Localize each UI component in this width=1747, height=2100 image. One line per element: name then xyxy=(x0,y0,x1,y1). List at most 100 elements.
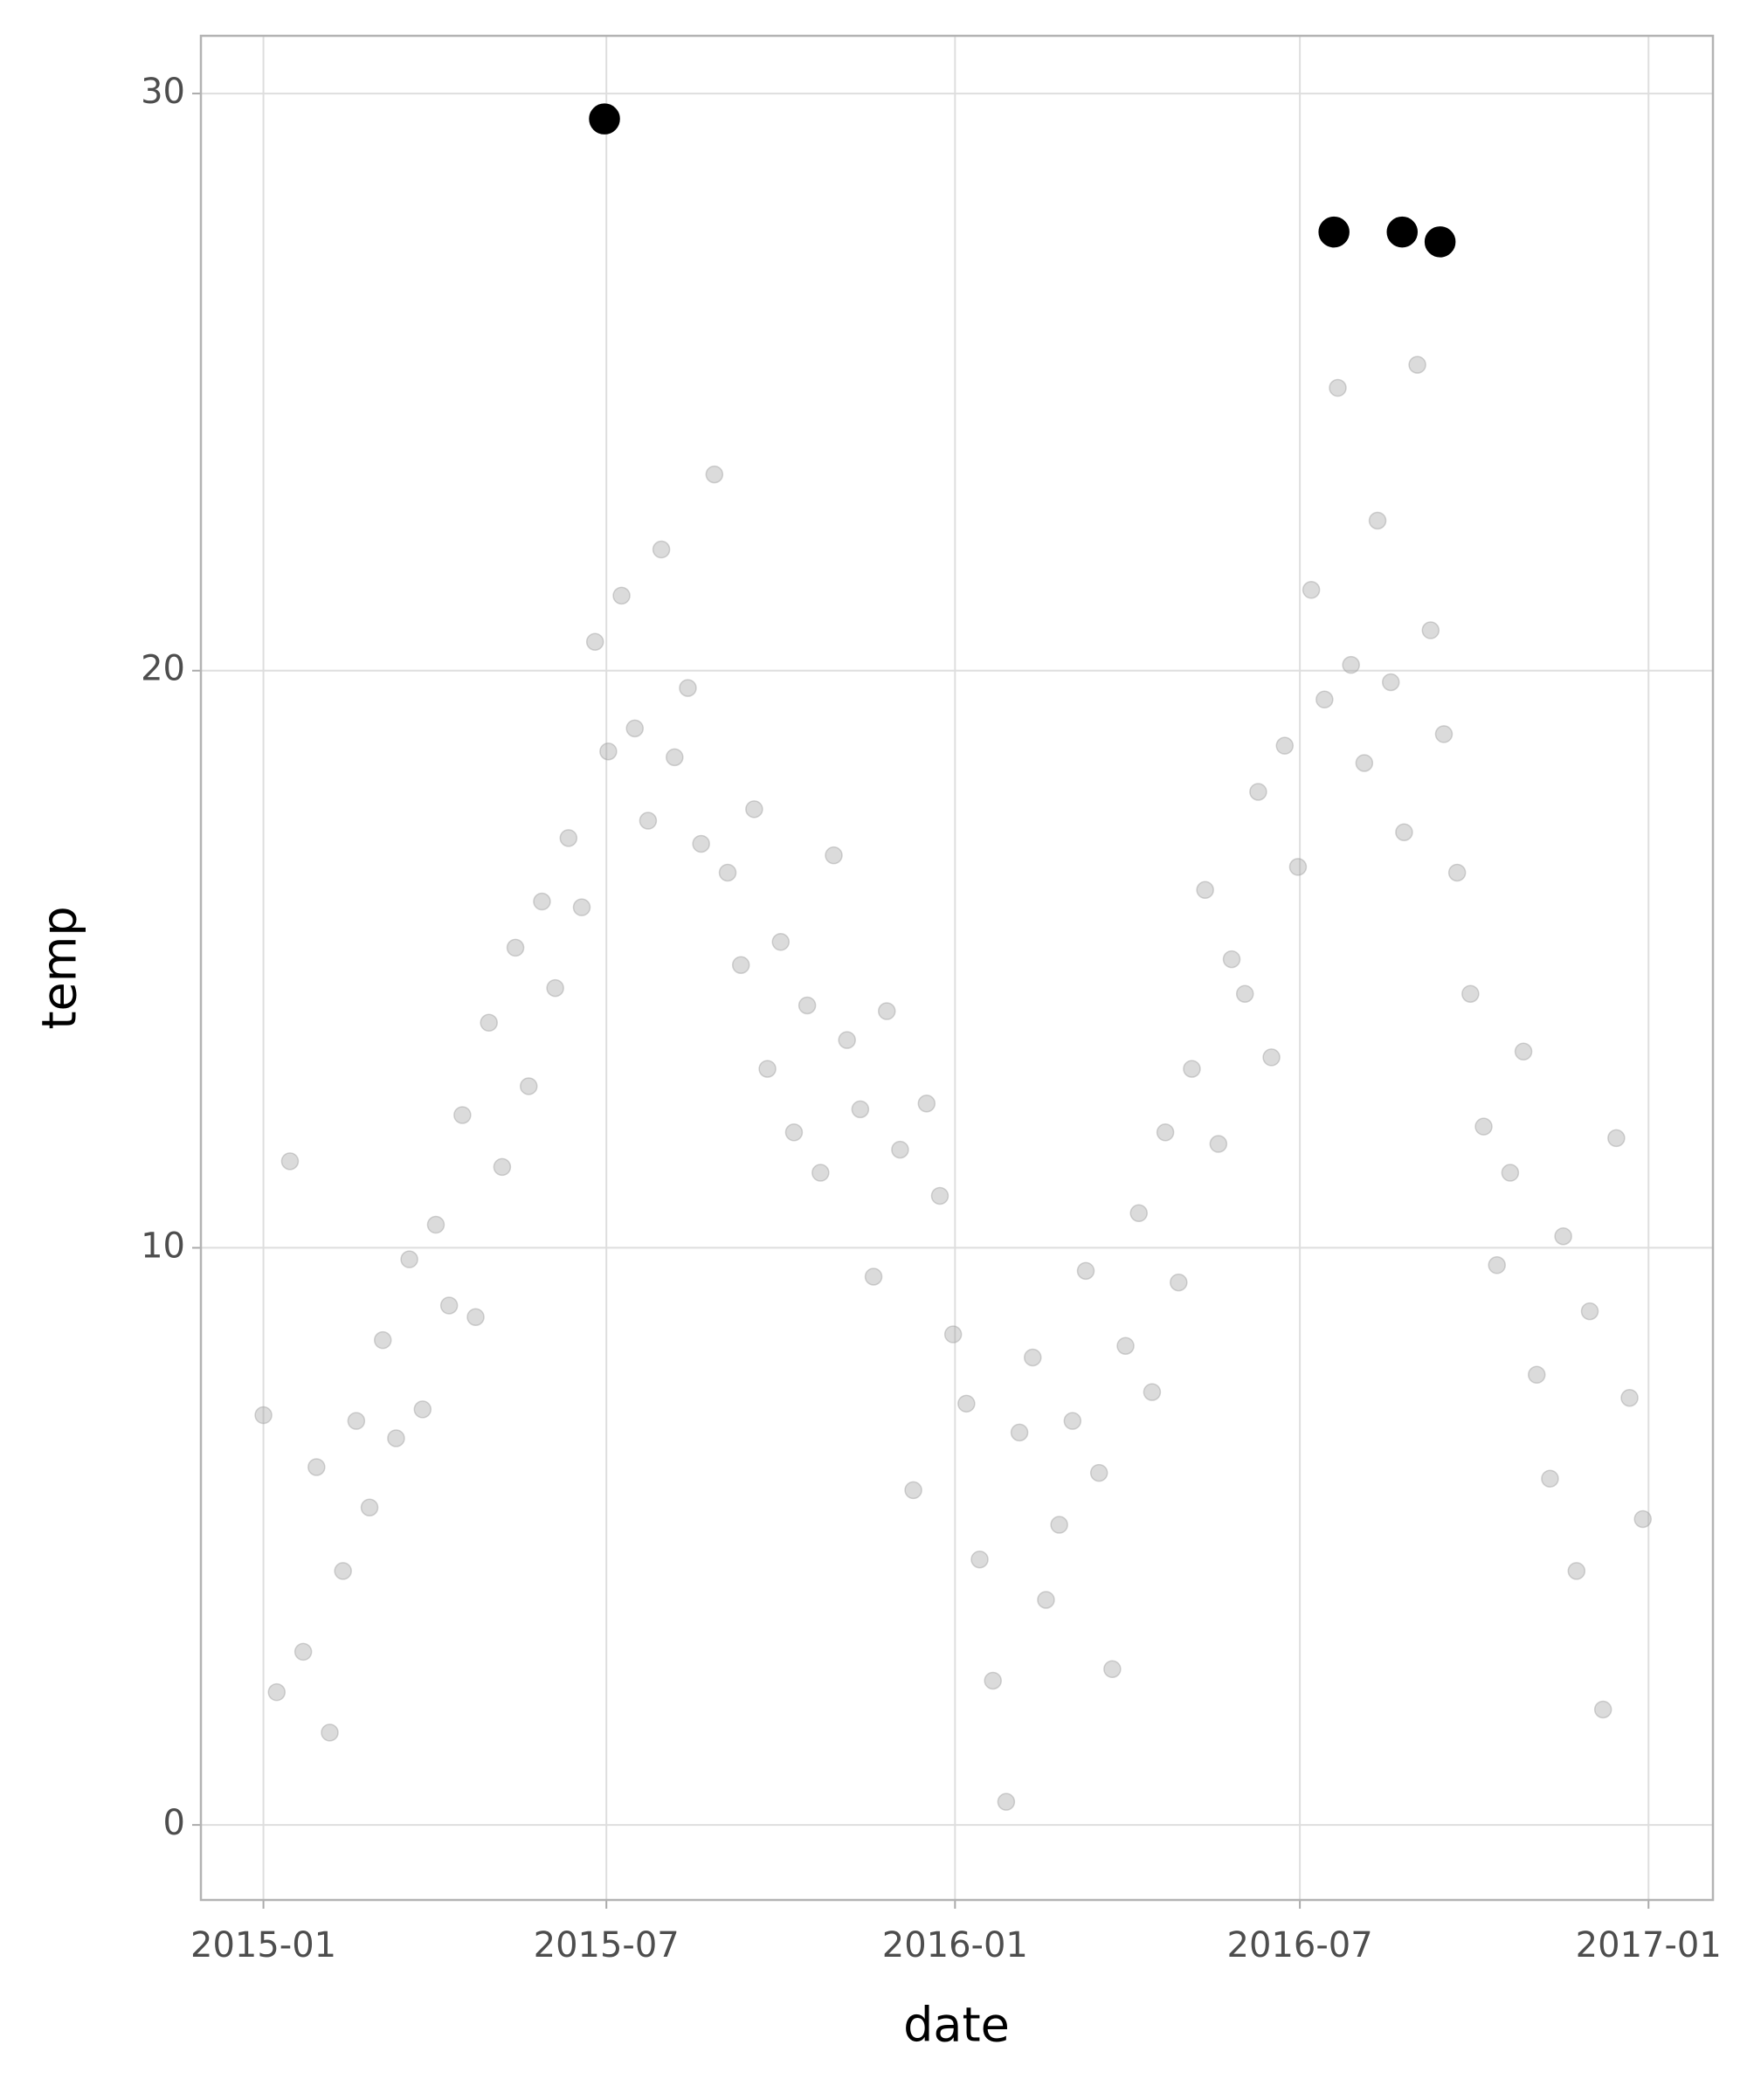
point xyxy=(1222,950,1241,969)
point xyxy=(1170,1273,1188,1292)
point xyxy=(771,933,791,951)
point xyxy=(321,1724,339,1742)
point xyxy=(1143,1383,1162,1401)
point xyxy=(1103,1660,1122,1678)
point xyxy=(1235,984,1254,1003)
point xyxy=(1315,690,1334,709)
point xyxy=(930,1186,949,1205)
point xyxy=(904,1481,922,1500)
point xyxy=(811,1164,830,1182)
point xyxy=(957,1394,976,1413)
point xyxy=(679,679,697,697)
point xyxy=(307,1458,326,1476)
point xyxy=(1368,511,1387,530)
y-tick-label: 20 xyxy=(141,649,185,689)
point xyxy=(666,748,684,767)
point xyxy=(943,1325,963,1344)
point xyxy=(917,1095,936,1113)
point xyxy=(1116,1337,1135,1355)
point xyxy=(1024,1348,1042,1367)
point xyxy=(1620,1388,1639,1407)
x-tick-label: 2016-07 xyxy=(1227,1925,1373,1965)
point xyxy=(784,1123,804,1142)
point xyxy=(705,465,724,484)
point xyxy=(1580,1302,1599,1321)
point xyxy=(1262,1048,1281,1067)
point xyxy=(1010,1423,1029,1442)
point xyxy=(373,1330,392,1350)
point xyxy=(1633,1509,1652,1529)
point xyxy=(1381,673,1400,692)
point xyxy=(1275,736,1295,755)
point xyxy=(625,719,644,738)
point xyxy=(1288,858,1308,876)
x-tick-label: 2017-01 xyxy=(1576,1925,1722,1965)
point xyxy=(639,812,658,830)
point xyxy=(533,892,551,911)
point xyxy=(745,800,763,819)
point xyxy=(838,1031,856,1049)
point xyxy=(1209,1135,1228,1153)
point xyxy=(293,1642,313,1661)
point xyxy=(1355,754,1374,772)
point xyxy=(1424,226,1456,258)
panel xyxy=(201,36,1713,1900)
point xyxy=(413,1400,432,1419)
point xyxy=(400,1250,418,1268)
point xyxy=(439,1296,459,1315)
point xyxy=(891,1140,909,1159)
point xyxy=(1129,1204,1148,1223)
y-tick-label: 0 xyxy=(163,1803,185,1843)
x-tick-label: 2015-07 xyxy=(534,1925,680,1965)
point xyxy=(1421,621,1440,639)
point xyxy=(1342,655,1360,674)
point xyxy=(559,829,578,847)
point xyxy=(1076,1261,1095,1281)
point xyxy=(546,978,564,998)
point xyxy=(426,1215,445,1234)
point xyxy=(1063,1412,1082,1430)
point xyxy=(1541,1469,1559,1488)
point xyxy=(1196,881,1214,900)
point xyxy=(599,742,618,761)
point xyxy=(984,1671,1002,1690)
point xyxy=(466,1308,485,1326)
point xyxy=(1395,823,1413,841)
point xyxy=(1501,1164,1520,1182)
x-tick-label: 2016-01 xyxy=(882,1925,1028,1965)
point xyxy=(652,540,671,559)
point xyxy=(970,1550,989,1569)
point xyxy=(1474,1117,1493,1136)
point xyxy=(851,1100,870,1119)
point xyxy=(864,1268,883,1286)
point xyxy=(1488,1256,1506,1275)
point xyxy=(453,1106,472,1124)
y-axis-title: temp xyxy=(32,906,87,1029)
point xyxy=(572,898,591,916)
point xyxy=(360,1498,379,1516)
point xyxy=(1567,1562,1586,1580)
point xyxy=(1183,1060,1201,1078)
y-tick-label: 30 xyxy=(141,72,185,112)
panel-border xyxy=(199,34,1715,1902)
point xyxy=(254,1406,273,1425)
point xyxy=(280,1152,300,1171)
point xyxy=(758,1060,777,1078)
point xyxy=(585,632,604,651)
point xyxy=(267,1682,287,1702)
x-tick-label: 2015-01 xyxy=(190,1925,336,1965)
point xyxy=(480,1013,498,1033)
point xyxy=(692,834,710,853)
point xyxy=(1593,1700,1612,1719)
point xyxy=(520,1077,538,1095)
point xyxy=(1050,1516,1068,1534)
point xyxy=(589,103,620,135)
point xyxy=(387,1429,405,1447)
point xyxy=(877,1002,896,1020)
point xyxy=(334,1562,352,1580)
point xyxy=(997,1793,1016,1811)
point xyxy=(1554,1226,1572,1246)
point xyxy=(1249,783,1267,801)
